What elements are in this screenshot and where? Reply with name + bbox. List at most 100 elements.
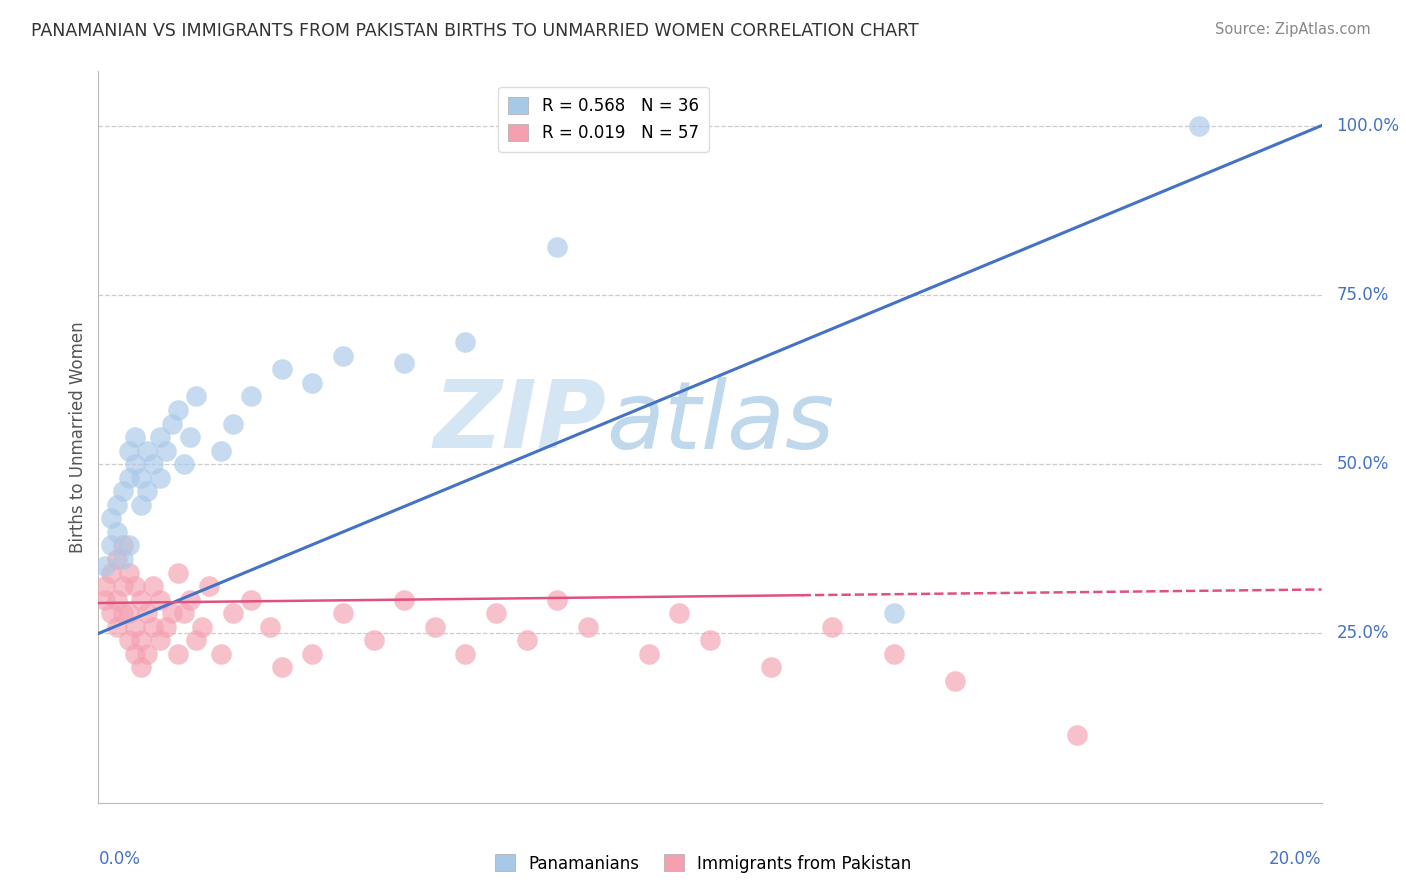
Point (186, 633, 208, 648)
Point (191, 620, 214, 634)
Point (240, 389, 263, 403)
Point (209, 647, 232, 661)
Point (485, 606, 508, 620)
Point (118, 606, 141, 620)
Point (129, 471, 152, 485)
Point (105, 552, 128, 566)
Point (111, 579, 134, 593)
Point (883, 606, 905, 620)
Point (699, 633, 721, 648)
Point (118, 566, 141, 580)
Legend: Panamanians, Immigrants from Pakistan: Panamanians, Immigrants from Pakistan (488, 847, 918, 880)
Text: 0.0%: 0.0% (98, 850, 141, 868)
Point (100, 566, 122, 580)
Point (179, 592, 201, 607)
Point (167, 403, 190, 417)
Point (111, 484, 134, 499)
Point (105, 592, 128, 607)
Point (100, 538, 122, 552)
Point (759, 660, 782, 674)
Point (129, 498, 152, 512)
Text: ZIP: ZIP (433, 376, 606, 468)
Point (160, 606, 183, 620)
Point (173, 457, 195, 471)
Point (821, 620, 844, 634)
Point (136, 484, 159, 499)
Point (259, 620, 281, 634)
Point (240, 592, 263, 607)
Point (943, 673, 966, 688)
Point (111, 552, 134, 566)
Legend: R = 0.568   N = 36, R = 0.019   N = 57: R = 0.568 N = 36, R = 0.019 N = 57 (498, 87, 709, 152)
Point (149, 471, 172, 485)
Point (454, 335, 477, 350)
Point (454, 647, 477, 661)
Point (149, 430, 172, 444)
Point (149, 633, 172, 648)
Point (392, 592, 416, 607)
Point (209, 443, 232, 458)
Point (155, 443, 177, 458)
Point (516, 633, 538, 648)
Point (124, 647, 146, 661)
Point (129, 633, 152, 648)
Point (160, 417, 183, 431)
Point (118, 633, 141, 648)
Point (111, 538, 134, 552)
Point (270, 660, 292, 674)
Point (576, 620, 599, 634)
Point (111, 606, 134, 620)
Point (105, 620, 128, 634)
Point (118, 443, 141, 458)
Point (142, 457, 165, 471)
Y-axis label: Births to Unmarried Women: Births to Unmarried Women (69, 321, 87, 553)
Point (186, 389, 208, 403)
Point (197, 579, 219, 593)
Point (332, 606, 354, 620)
Point (129, 592, 152, 607)
Point (222, 606, 245, 620)
Point (136, 606, 159, 620)
Point (124, 579, 146, 593)
Point (124, 457, 146, 471)
Text: Source: ZipAtlas.com: Source: ZipAtlas.com (1215, 22, 1371, 37)
Point (129, 660, 152, 674)
Point (124, 430, 146, 444)
Point (301, 376, 323, 390)
Point (105, 524, 128, 539)
Point (167, 647, 190, 661)
Text: PANAMANIAN VS IMMIGRANTS FROM PAKISTAN BIRTHS TO UNMARRIED WOMEN CORRELATION CHA: PANAMANIAN VS IMMIGRANTS FROM PAKISTAN B… (31, 22, 918, 40)
Point (363, 633, 385, 648)
Text: 100.0%: 100.0% (1336, 117, 1399, 135)
Point (93, 558, 115, 573)
Point (124, 620, 146, 634)
Point (167, 566, 190, 580)
Point (173, 606, 195, 620)
Point (1066, 728, 1088, 742)
Point (332, 349, 354, 363)
Point (136, 443, 159, 458)
Point (883, 647, 905, 661)
Point (142, 620, 165, 634)
Text: 25.0%: 25.0% (1336, 624, 1389, 642)
Point (100, 606, 122, 620)
Text: atlas: atlas (606, 377, 834, 468)
Point (118, 538, 141, 552)
Point (270, 362, 292, 376)
Point (222, 417, 245, 431)
Point (301, 647, 323, 661)
Point (546, 592, 568, 607)
Point (392, 355, 416, 369)
Point (118, 471, 141, 485)
Point (637, 647, 661, 661)
Point (423, 620, 446, 634)
Point (136, 647, 159, 661)
Point (179, 430, 201, 444)
Text: 50.0%: 50.0% (1336, 455, 1389, 473)
Point (105, 498, 128, 512)
Point (155, 620, 177, 634)
Point (100, 511, 122, 525)
Point (546, 240, 568, 254)
Text: 75.0%: 75.0% (1336, 285, 1389, 304)
Point (149, 592, 172, 607)
